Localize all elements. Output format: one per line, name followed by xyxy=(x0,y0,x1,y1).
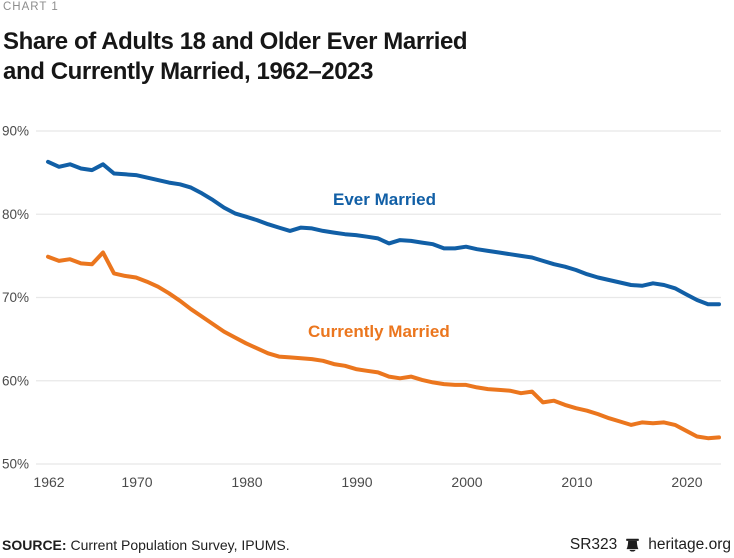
line-series-currently-married xyxy=(46,250,721,441)
series-label-ever-married: Ever Married xyxy=(333,190,436,209)
x-tick-label-1970: 1970 xyxy=(121,474,152,490)
chart-footer: SOURCE: Current Population Survey, IPUMS… xyxy=(2,535,731,555)
chart-kicker: CHART 1 xyxy=(3,1,59,13)
source-note: SOURCE: Current Population Survey, IPUMS… xyxy=(2,537,290,553)
x-tick-label-2010: 2010 xyxy=(561,474,592,490)
y-tick-label-50: 50% xyxy=(2,457,29,472)
x-tick-label-2000: 2000 xyxy=(451,474,482,490)
y-tick-label-80: 80% xyxy=(2,207,29,222)
source-text: Current Population Survey, IPUMS. xyxy=(70,537,290,553)
x-tick-label-1990: 1990 xyxy=(341,474,372,490)
report-id: SR323 xyxy=(569,536,618,553)
x-tick-label-1980: 1980 xyxy=(231,474,262,490)
line-series-ever-married xyxy=(46,159,721,307)
chart-title-line-2: and Currently Married, 1962–2023 xyxy=(3,58,374,85)
y-tick-label-90: 90% xyxy=(2,124,29,139)
x-tick-label-2020: 2020 xyxy=(671,474,702,490)
liberty-bell-icon xyxy=(624,537,641,554)
y-tick-label-70: 70% xyxy=(2,290,29,305)
y-tick-label-60: 60% xyxy=(2,373,29,388)
chart-title: Share of Adults 18 and Older Ever Marrie… xyxy=(3,27,563,87)
x-tick-label-1962: 1962 xyxy=(33,474,64,490)
chart-title-line-1: Share of Adults 18 and Older Ever Marrie… xyxy=(3,28,468,55)
site-link[interactable]: heritage.org xyxy=(648,536,731,553)
series-label-currently-married: Currently Married xyxy=(308,322,450,341)
source-label: SOURCE: xyxy=(2,537,67,553)
footer-branding: SR323 heritage.org xyxy=(570,536,731,554)
